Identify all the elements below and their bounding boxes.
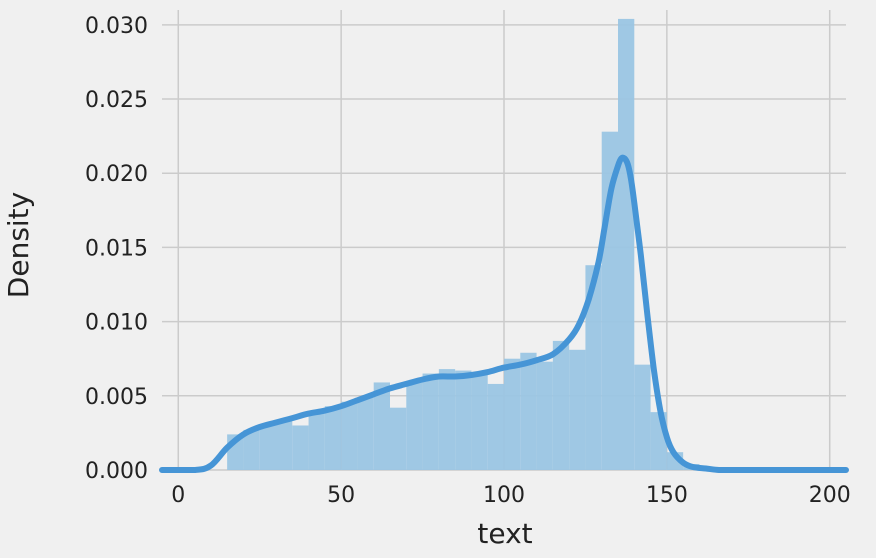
grid-lines: [162, 10, 846, 471]
histogram-bar: [552, 340, 570, 470]
x-tick-label: 50: [327, 483, 355, 508]
y-tick-label: 0.025: [85, 88, 148, 113]
histogram-bar: [406, 380, 423, 470]
histogram-bar: [569, 349, 586, 470]
histogram-bar: [390, 407, 407, 470]
kde-curve-group: [159, 154, 849, 474]
histogram-bar: [276, 419, 293, 470]
histogram-bar: [259, 424, 276, 470]
y-tick-label: 0.030: [85, 14, 148, 39]
histogram-bar: [373, 382, 390, 470]
histogram-bar: [504, 358, 521, 470]
histogram-bar: [585, 265, 602, 470]
kde-line: [159, 154, 849, 474]
histogram-bar: [455, 370, 472, 470]
tick-labels: 0 50 100 150 200 0.000 0.005 0.010 0.015 0.020 0.0…: [85, 14, 851, 508]
histogram-bars: [227, 18, 700, 470]
x-tick-label: 0: [171, 483, 185, 508]
histogram-bar: [324, 406, 342, 470]
histogram-bar: [308, 410, 325, 470]
y-tick-label: 0.020: [85, 162, 148, 187]
histogram-bar: [292, 425, 309, 470]
x-tick-label: 200: [809, 483, 851, 508]
histogram-bar: [341, 401, 358, 470]
histogram-bar: [618, 18, 635, 470]
histogram-bar: [471, 373, 488, 470]
x-tick-label: 100: [483, 483, 525, 508]
histogram-bar: [357, 397, 374, 470]
histogram-bar: [438, 369, 456, 470]
y-tick-label: 0.005: [85, 385, 148, 410]
histogram-bar: [520, 352, 537, 470]
y-tick-label: 0.010: [85, 311, 148, 336]
y-axis-title: Density: [2, 192, 35, 298]
x-axis-title: text: [477, 517, 532, 550]
histogram-bar: [536, 361, 553, 470]
histogram-bar: [422, 373, 439, 470]
histogram-bar: [243, 429, 260, 470]
x-tick-label: 150: [646, 483, 688, 508]
histogram-bar: [487, 383, 504, 470]
histogram-bar: [634, 364, 651, 470]
y-tick-label: 0.015: [85, 236, 148, 261]
y-tick-label: 0.000: [85, 459, 148, 484]
